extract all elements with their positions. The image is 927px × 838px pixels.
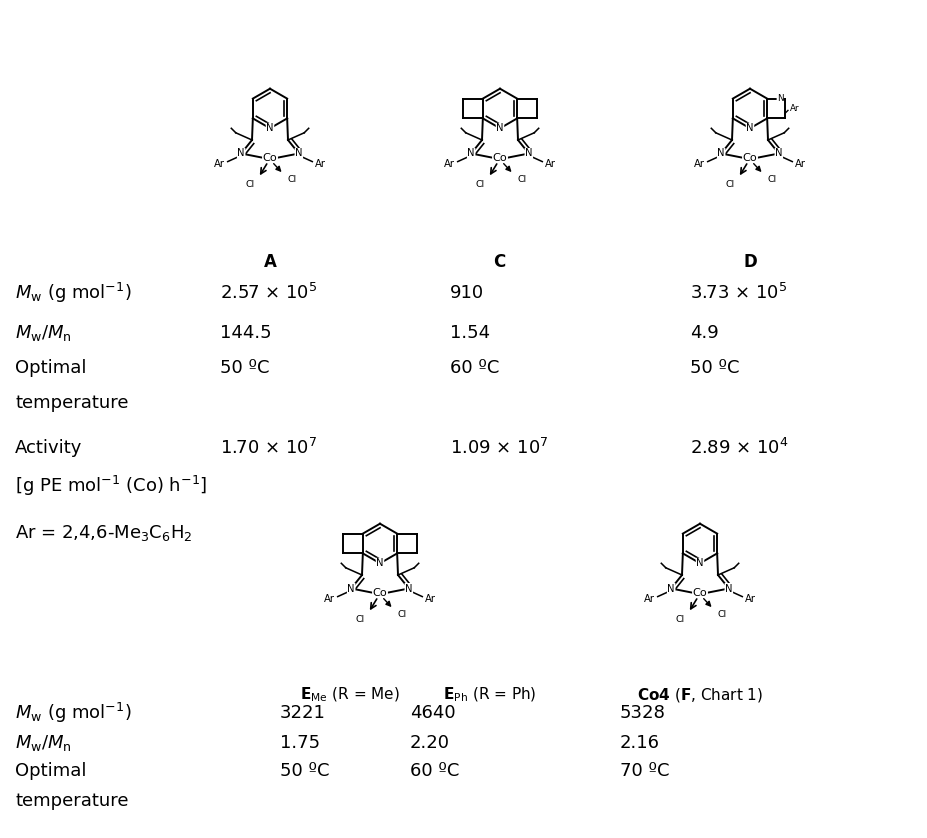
Text: Cl: Cl [356, 614, 364, 623]
Text: N: N [775, 148, 782, 158]
Text: N: N [667, 583, 675, 593]
Text: Cl: Cl [476, 179, 485, 189]
Text: N: N [525, 148, 532, 158]
Text: 60 ºC: 60 ºC [410, 762, 460, 780]
Text: N: N [405, 583, 413, 593]
Text: Cl: Cl [397, 610, 406, 619]
Text: $M_{\rm w}$/$M_{\rm n}$: $M_{\rm w}$/$M_{\rm n}$ [15, 733, 72, 753]
Text: $\mathbf{E}_{\rm Ph}$ (R = Ph): $\mathbf{E}_{\rm Ph}$ (R = Ph) [443, 686, 537, 705]
Text: $\mathbf{E}_{\rm Me}$ (R = Me): $\mathbf{E}_{\rm Me}$ (R = Me) [300, 686, 400, 705]
Text: N: N [376, 558, 384, 568]
Text: N: N [266, 123, 273, 133]
Text: 910: 910 [450, 284, 484, 302]
Text: 50 ºC: 50 ºC [280, 762, 329, 780]
Text: $\mathbf{A}$: $\mathbf{A}$ [262, 253, 277, 271]
Text: 60 ºC: 60 ºC [450, 359, 500, 377]
Text: temperature: temperature [15, 394, 129, 412]
Text: Cl: Cl [726, 179, 735, 189]
Text: Ar: Ar [745, 594, 756, 604]
Text: Ar: Ar [644, 594, 655, 604]
Text: 70 ºC: 70 ºC [620, 762, 669, 780]
Text: 1.54: 1.54 [450, 324, 490, 342]
Text: 2.20: 2.20 [410, 734, 450, 752]
Text: 50 ºC: 50 ºC [220, 359, 270, 377]
Text: 3.73 × 10$^5$: 3.73 × 10$^5$ [690, 283, 787, 303]
Text: N: N [348, 583, 355, 593]
Text: 144.5: 144.5 [220, 324, 272, 342]
Text: Ar: Ar [425, 594, 436, 604]
Text: Optimal: Optimal [15, 762, 86, 780]
Text: Ar: Ar [795, 159, 806, 169]
Text: Ar = 2,4,6-Me$_3$C$_6$H$_2$: Ar = 2,4,6-Me$_3$C$_6$H$_2$ [15, 523, 193, 543]
Text: Ar: Ar [694, 159, 705, 169]
Text: 1.70 × 10$^7$: 1.70 × 10$^7$ [220, 438, 317, 458]
Text: N: N [295, 148, 302, 158]
Text: 2.89 × 10$^4$: 2.89 × 10$^4$ [690, 438, 789, 458]
Text: Co: Co [492, 153, 507, 163]
Text: Co: Co [692, 588, 707, 598]
Text: $M_{\rm w}$/$M_{\rm n}$: $M_{\rm w}$/$M_{\rm n}$ [15, 323, 72, 343]
Text: Cl: Cl [768, 175, 776, 184]
Text: [g PE mol$^{-1}$ (Co) h$^{-1}$]: [g PE mol$^{-1}$ (Co) h$^{-1}$] [15, 474, 207, 498]
Text: 5328: 5328 [620, 704, 666, 722]
Text: Ar: Ar [214, 159, 225, 169]
Text: Co: Co [373, 588, 387, 598]
Text: Cl: Cl [676, 614, 685, 623]
Text: $\mathbf{D}$: $\mathbf{D}$ [743, 253, 757, 271]
Text: Activity: Activity [15, 439, 83, 457]
Text: Ar: Ar [324, 594, 335, 604]
Text: Cl: Cl [517, 175, 527, 184]
Text: N: N [725, 583, 732, 593]
Text: 1.75: 1.75 [280, 734, 320, 752]
Text: N: N [746, 123, 754, 133]
Text: Optimal: Optimal [15, 359, 86, 377]
Text: Ar: Ar [315, 159, 326, 169]
Text: 50 ºC: 50 ºC [690, 359, 740, 377]
Text: Cl: Cl [287, 175, 297, 184]
Text: N: N [467, 148, 475, 158]
Text: N: N [777, 94, 783, 103]
Text: 4640: 4640 [410, 704, 456, 722]
Text: N: N [717, 148, 725, 158]
Text: Co: Co [262, 153, 277, 163]
Text: $\mathbf{C}$: $\mathbf{C}$ [493, 253, 506, 271]
Text: Ar: Ar [545, 159, 556, 169]
Text: $M_{\rm w}$ (g mol$^{-1}$): $M_{\rm w}$ (g mol$^{-1}$) [15, 701, 132, 725]
Text: 4.9: 4.9 [690, 324, 718, 342]
Text: $M_{\rm w}$ (g mol$^{-1}$): $M_{\rm w}$ (g mol$^{-1}$) [15, 281, 132, 305]
Text: Cl: Cl [717, 610, 726, 619]
Text: N: N [696, 558, 704, 568]
Text: temperature: temperature [15, 792, 129, 810]
Text: 2.16: 2.16 [620, 734, 660, 752]
Text: Co: Co [743, 153, 757, 163]
Text: Cl: Cl [246, 179, 255, 189]
Text: Ar: Ar [790, 104, 800, 113]
Text: 2.57 × 10$^5$: 2.57 × 10$^5$ [220, 283, 317, 303]
Text: 3221: 3221 [280, 704, 326, 722]
Text: N: N [237, 148, 245, 158]
Text: $\mathbf{Co4}$ ($\mathbf{F}$, Chart 1): $\mathbf{Co4}$ ($\mathbf{F}$, Chart 1) [637, 686, 763, 704]
Text: Ar: Ar [444, 159, 455, 169]
Text: N: N [496, 123, 503, 133]
Text: 1.09 × 10$^7$: 1.09 × 10$^7$ [450, 438, 549, 458]
